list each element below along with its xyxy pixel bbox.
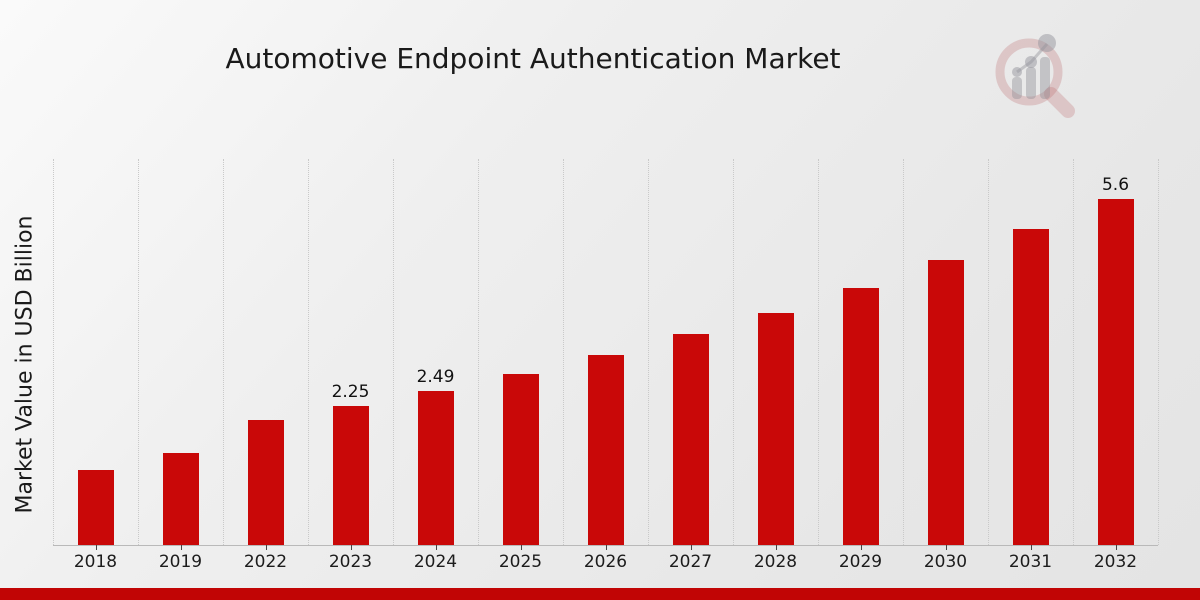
bar-2029 xyxy=(842,288,879,545)
bar-value-label-2023: 2.25 xyxy=(331,382,370,402)
x-tick-label-2019: 2019 xyxy=(158,552,203,572)
gridline xyxy=(478,159,479,545)
x-tick-label-2018: 2018 xyxy=(73,552,118,572)
bar-2028 xyxy=(757,313,794,545)
gridline xyxy=(733,159,734,545)
x-tick-label-2022: 2022 xyxy=(243,552,288,572)
logo-trend-dots-icon xyxy=(1012,34,1056,77)
x-tick-label-2027: 2027 xyxy=(668,552,713,572)
x-axis-tick xyxy=(690,545,692,550)
x-axis-tick xyxy=(860,545,862,550)
x-axis-tick xyxy=(350,545,352,550)
x-axis-tick xyxy=(95,545,97,550)
bar-value-label-2032: 5.6 xyxy=(1101,175,1130,195)
gridline xyxy=(563,159,564,545)
bar-2032 xyxy=(1097,199,1134,545)
x-axis-tick xyxy=(265,545,267,550)
x-axis-tick xyxy=(775,545,777,550)
x-tick-label-2030: 2030 xyxy=(923,552,968,572)
gridline xyxy=(308,159,309,545)
gridline xyxy=(138,159,139,545)
x-tick-label-2023: 2023 xyxy=(328,552,373,572)
plot-area: 2018 2019 2022 2.25 2023 2.49 2024 2025 2026 2027… xyxy=(53,159,1159,572)
gridline xyxy=(223,159,224,545)
bar-2024 xyxy=(417,391,454,545)
gridline xyxy=(1158,159,1159,545)
gridline xyxy=(818,159,819,545)
gridline xyxy=(903,159,904,545)
x-axis-tick xyxy=(1115,545,1117,550)
logo-bars-icon xyxy=(1012,57,1050,99)
x-axis-tick xyxy=(605,545,607,550)
y-axis-label: Market Value in USD Billion xyxy=(12,215,38,514)
market-research-logo-watermark xyxy=(985,30,1085,122)
bar-2031 xyxy=(1012,229,1049,545)
x-axis-tick xyxy=(520,545,522,550)
chart-title: Automotive Endpoint Authentication Marke… xyxy=(225,42,841,75)
x-axis-tick xyxy=(180,545,182,550)
magnifier-chart-icon xyxy=(995,34,1075,118)
magnifier-handle-icon xyxy=(1044,87,1075,118)
x-axis-tick xyxy=(945,545,947,550)
x-axis-tick xyxy=(1030,545,1032,550)
bottom-accent-strip xyxy=(0,588,1200,600)
bar-2022 xyxy=(247,420,284,545)
magnifier-ring-icon xyxy=(995,38,1063,106)
x-tick-label-2029: 2029 xyxy=(838,552,883,572)
x-tick-label-2025: 2025 xyxy=(498,552,543,572)
bar-value-label-2024: 2.49 xyxy=(416,367,455,387)
gridline xyxy=(1073,159,1074,545)
gridline xyxy=(393,159,394,545)
gridline xyxy=(988,159,989,545)
bar-2025 xyxy=(502,374,539,545)
bar-2018 xyxy=(77,470,114,545)
x-tick-label-2032: 2032 xyxy=(1093,552,1138,572)
bar-2023 xyxy=(332,406,369,545)
bar-2026 xyxy=(587,355,624,545)
x-tick-label-2031: 2031 xyxy=(1008,552,1053,572)
gridline xyxy=(53,159,54,545)
bar-2019 xyxy=(162,453,199,545)
gridline xyxy=(648,159,649,545)
x-axis-tick xyxy=(435,545,437,550)
x-tick-label-2028: 2028 xyxy=(753,552,798,572)
bar-2027 xyxy=(672,334,709,545)
x-tick-label-2024: 2024 xyxy=(413,552,458,572)
bar-2030 xyxy=(927,260,964,545)
x-tick-label-2026: 2026 xyxy=(583,552,628,572)
